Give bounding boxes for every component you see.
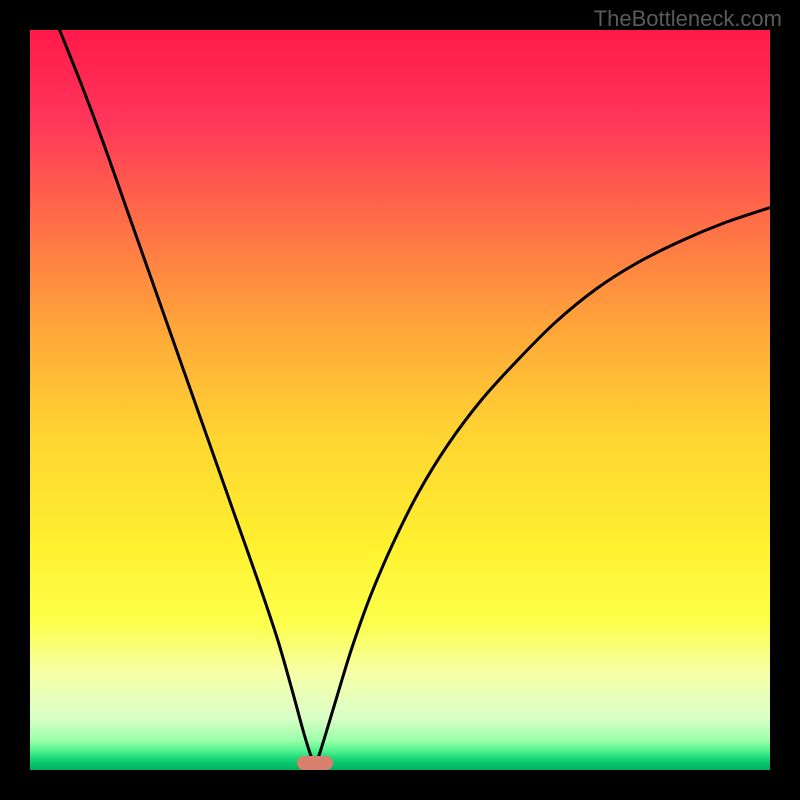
chart-stage: TheBottleneck.com xyxy=(0,0,800,800)
optimal-point-marker xyxy=(297,756,333,770)
bottleneck-curve xyxy=(30,30,770,770)
plot-area xyxy=(30,30,770,770)
watermark-text: TheBottleneck.com xyxy=(594,6,782,32)
